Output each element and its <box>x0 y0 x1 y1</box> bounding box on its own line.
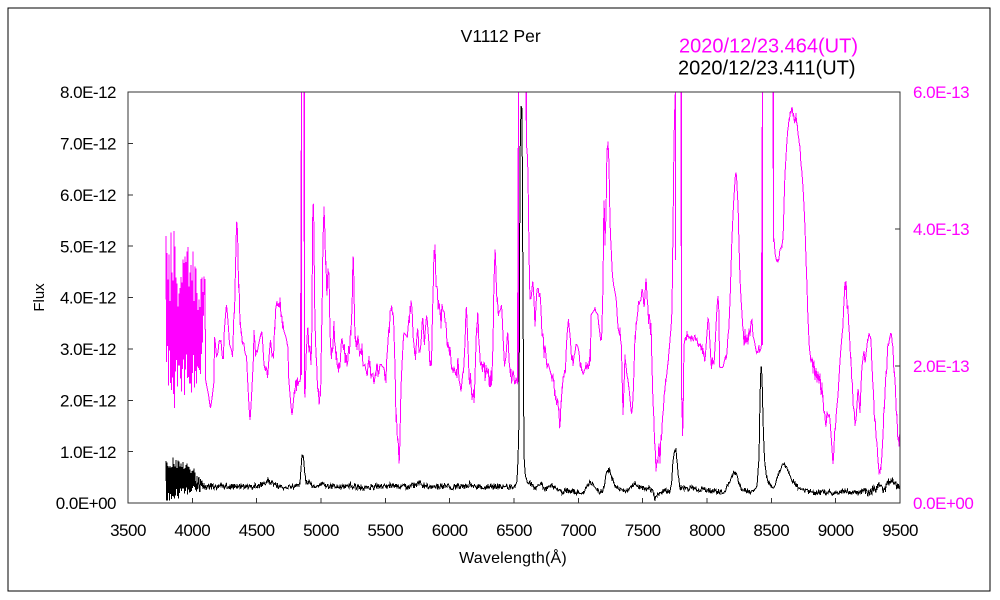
svg-text:2020/12/23.464(UT): 2020/12/23.464(UT) <box>679 36 858 58</box>
svg-text:7000: 7000 <box>560 521 596 540</box>
svg-text:0.0E+00: 0.0E+00 <box>913 494 973 513</box>
svg-text:6.0E-12: 6.0E-12 <box>60 186 116 205</box>
svg-text:9500: 9500 <box>882 521 918 540</box>
svg-text:2.0E-13: 2.0E-13 <box>913 357 969 376</box>
svg-text:0.0E+00: 0.0E+00 <box>56 494 116 513</box>
svg-text:2020/12/23.411(UT): 2020/12/23.411(UT) <box>678 58 856 80</box>
svg-text:7.0E-12: 7.0E-12 <box>60 135 116 154</box>
svg-text:5500: 5500 <box>367 521 403 540</box>
svg-text:6500: 6500 <box>496 521 532 540</box>
svg-text:V1112 Per: V1112 Per <box>461 26 541 46</box>
svg-text:2.0E-12: 2.0E-12 <box>60 391 116 410</box>
svg-text:5.0E-12: 5.0E-12 <box>60 237 116 256</box>
svg-text:6000: 6000 <box>432 521 468 540</box>
svg-text:Flux: Flux <box>31 283 48 312</box>
svg-text:9000: 9000 <box>818 521 854 540</box>
svg-text:3.0E-12: 3.0E-12 <box>60 340 116 359</box>
svg-text:4500: 4500 <box>239 521 275 540</box>
svg-text:Wavelength(Å): Wavelength(Å) <box>459 548 567 567</box>
svg-text:4.0E-13: 4.0E-13 <box>913 220 969 239</box>
svg-text:4000: 4000 <box>174 521 210 540</box>
svg-text:1.0E-12: 1.0E-12 <box>60 443 116 462</box>
svg-text:5000: 5000 <box>303 521 339 540</box>
svg-text:7500: 7500 <box>625 521 661 540</box>
svg-text:8000: 8000 <box>689 521 725 540</box>
svg-text:4.0E-12: 4.0E-12 <box>60 289 116 308</box>
svg-text:3500: 3500 <box>110 521 146 540</box>
svg-text:6.0E-13: 6.0E-13 <box>913 83 969 102</box>
svg-text:8.0E-12: 8.0E-12 <box>60 83 116 102</box>
svg-text:8500: 8500 <box>753 521 789 540</box>
